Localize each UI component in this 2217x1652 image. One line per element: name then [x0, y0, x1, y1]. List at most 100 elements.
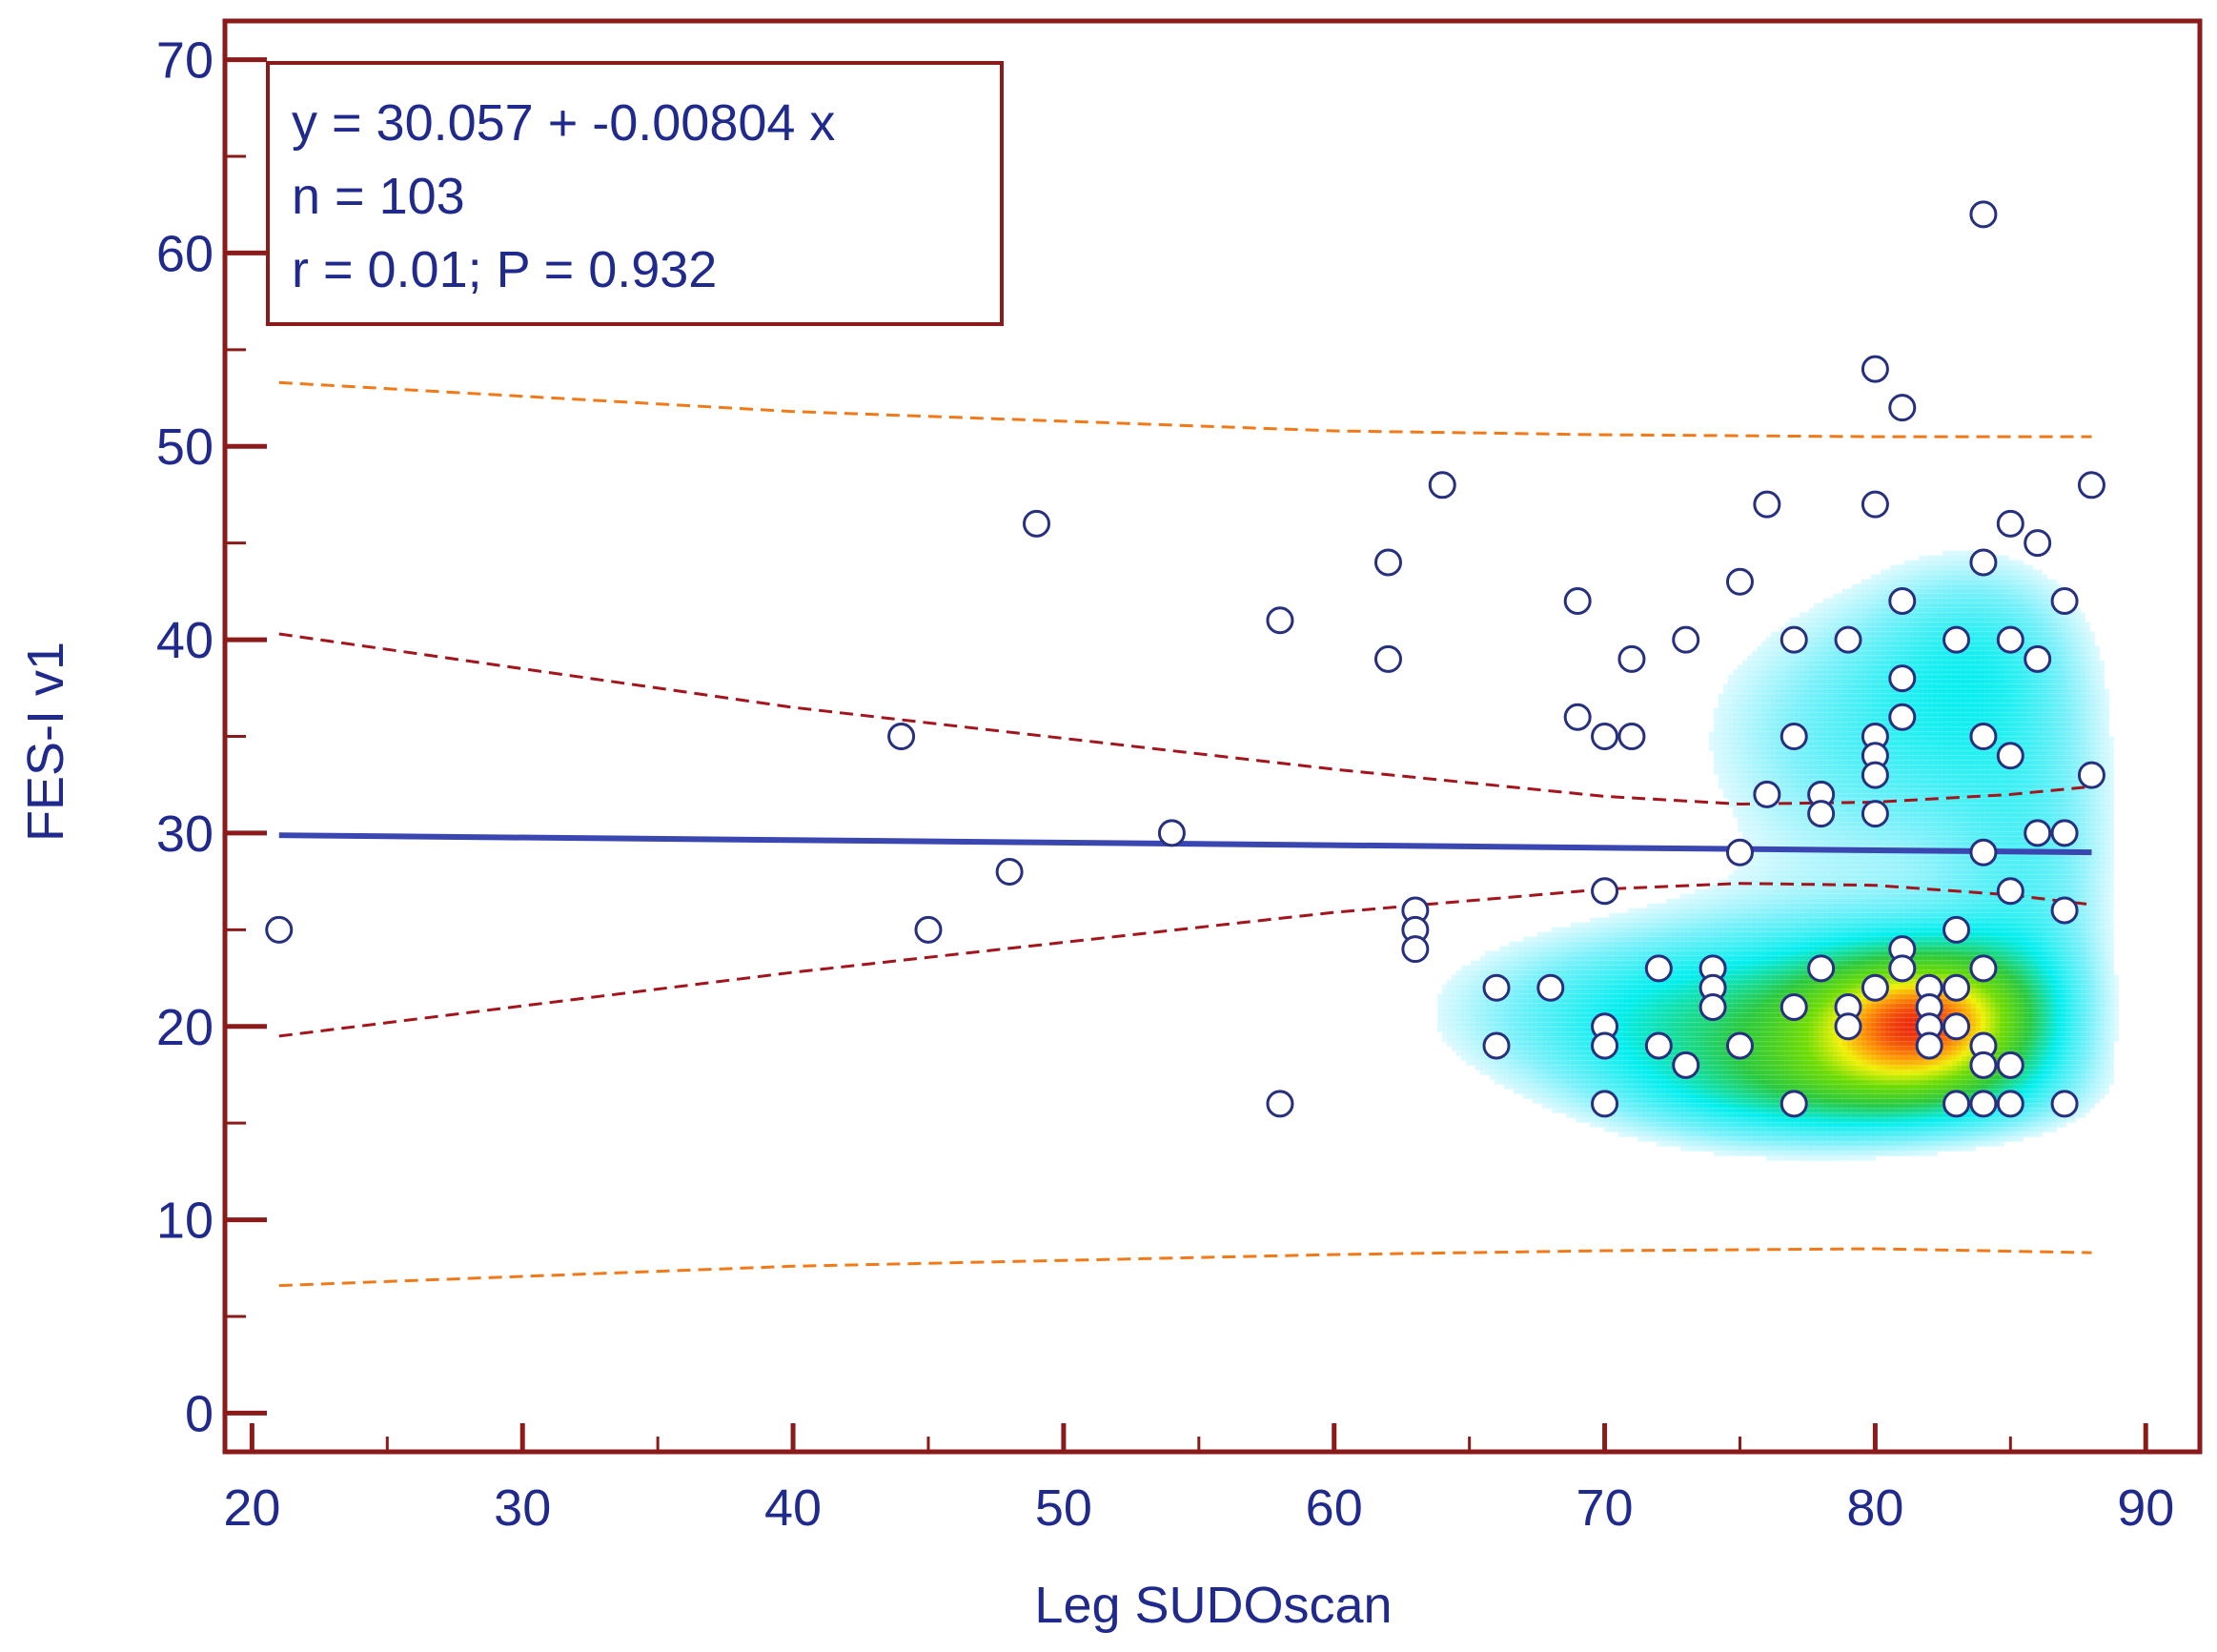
data-point — [265, 915, 294, 944]
data-point — [1401, 935, 1430, 964]
stats-box-frame — [266, 61, 1004, 326]
data-point — [1617, 723, 1646, 750]
regression-line — [278, 832, 2092, 856]
data-point — [1753, 490, 1781, 519]
data-point — [1591, 1090, 1619, 1118]
data-point — [2024, 644, 2052, 673]
data-point — [1644, 1031, 1673, 1060]
correlation-stats: r = 0.01; P = 0.932 — [292, 241, 717, 298]
data-point — [1807, 954, 1836, 983]
data-point — [1482, 1031, 1511, 1060]
regression-line-group — [278, 832, 2092, 856]
data-point — [914, 915, 943, 944]
data-point — [1780, 992, 1808, 1021]
data-point — [1725, 1031, 1754, 1060]
data-point — [995, 857, 1024, 886]
band-lines — [278, 380, 2092, 1288]
data-point — [1996, 1050, 2024, 1079]
y-axis-title: FES-I v1 — [17, 642, 74, 842]
data-point — [1536, 973, 1565, 1002]
data-point — [1563, 703, 1592, 731]
regression-equation: y = 30.057 + -0.00804 x — [292, 94, 835, 152]
data-point — [2024, 529, 2052, 558]
data-point — [2077, 761, 2105, 789]
x-tick-label: 70 — [1576, 1479, 1634, 1537]
stats-box: y = 30.057 + -0.00804 x n = 103 r = 0.01… — [266, 61, 1004, 326]
data-point — [1807, 800, 1836, 828]
x-tick-label: 40 — [764, 1479, 822, 1537]
data-point — [1969, 723, 1998, 750]
x-tick-label: 80 — [1846, 1479, 1903, 1537]
data-point — [1591, 723, 1619, 750]
data-point — [1563, 587, 1592, 616]
data-point — [1942, 1090, 1971, 1118]
data-point — [1617, 644, 1646, 673]
prediction-band-upper — [278, 380, 2092, 438]
data-point — [1780, 723, 1808, 750]
data-point — [1373, 548, 1402, 577]
x-tick-label: 60 — [1306, 1479, 1363, 1537]
data-point — [1888, 394, 1917, 422]
x-tick-label: 90 — [2117, 1479, 2174, 1537]
data-point — [1996, 1090, 2024, 1118]
data-point — [1969, 954, 1998, 983]
data-point — [1969, 548, 1998, 577]
data-point — [1834, 625, 1862, 654]
data-point — [1996, 625, 2024, 654]
data-point — [1157, 819, 1186, 847]
data-point — [2024, 819, 2052, 847]
data-point — [1672, 1050, 1700, 1079]
data-point — [1644, 954, 1673, 983]
y-tick-label: 60 — [156, 225, 214, 282]
data-point — [1780, 1090, 1808, 1118]
y-tick-label: 70 — [156, 32, 214, 90]
data-point — [1591, 1031, 1619, 1060]
y-tick-label: 0 — [185, 1385, 214, 1442]
y-tick-label: 20 — [156, 999, 214, 1056]
confidence-band-upper — [278, 632, 2092, 806]
data-point — [1023, 509, 1051, 538]
data-point — [1861, 355, 1889, 383]
data-point — [1482, 973, 1511, 1002]
sample-size: n = 103 — [292, 168, 465, 225]
data-point — [2050, 1090, 2079, 1118]
x-axis-title: Leg SUDOscan — [1034, 1577, 1392, 1634]
data-point — [1888, 703, 1917, 731]
data-point — [1942, 1012, 1971, 1041]
data-point — [1591, 877, 1619, 906]
data-point — [1753, 780, 1781, 808]
data-point — [1969, 1090, 1998, 1118]
data-point — [1672, 625, 1700, 654]
data-point — [1861, 800, 1889, 828]
data-point — [1996, 509, 2024, 538]
x-tick-label: 20 — [223, 1479, 280, 1537]
y-tick-label: 10 — [156, 1193, 214, 1250]
data-point — [1373, 644, 1402, 673]
data-point — [1888, 664, 1917, 693]
data-point — [1996, 877, 2024, 906]
data-point — [1942, 625, 1971, 654]
data-point — [1266, 606, 1294, 635]
confidence-band-lower — [278, 882, 2092, 1038]
data-point — [1915, 1031, 1943, 1060]
prediction-band-lower — [278, 1247, 2092, 1288]
data-point — [1942, 915, 1971, 944]
x-tick-label: 30 — [494, 1479, 551, 1537]
data-point — [2050, 896, 2079, 925]
data-point — [2050, 587, 2079, 616]
data-point — [1996, 742, 2024, 770]
data-point — [1698, 992, 1727, 1021]
axis-ticks: 20 30 40 50 60 70 80 90 0 10 20 30 40 50 60 70 — [156, 32, 2174, 1537]
y-tick-label: 50 — [156, 418, 214, 476]
data-point — [1888, 954, 1917, 983]
x-tick-label: 50 — [1035, 1479, 1092, 1537]
data-point — [1266, 1090, 1294, 1118]
data-point — [1861, 761, 1889, 789]
data-point — [1861, 973, 1889, 1002]
data-point — [2050, 819, 2079, 847]
data-point — [1725, 567, 1754, 596]
data-point — [1861, 490, 1889, 519]
data-point — [1780, 625, 1808, 654]
data-points — [265, 200, 2105, 1118]
